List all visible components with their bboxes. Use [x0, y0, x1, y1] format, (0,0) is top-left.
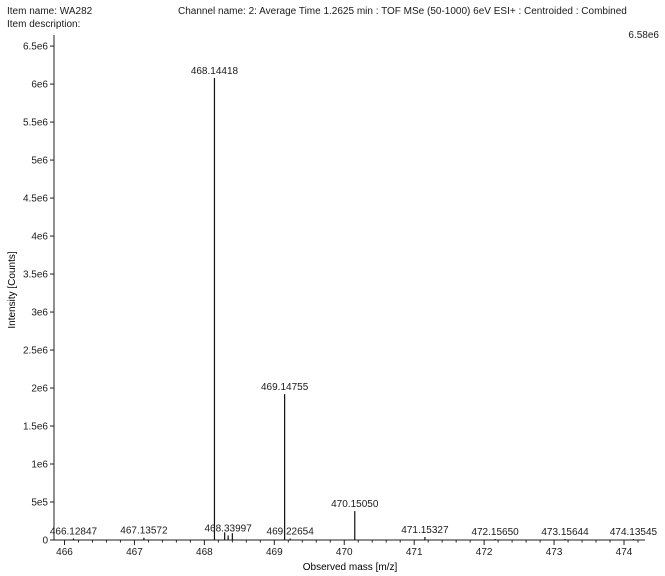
y-tick-label: 5e5	[31, 498, 48, 509]
peak-label: 468.33997	[205, 523, 253, 534]
x-axis: 466 467 468 469 470 471 472 473 474	[54, 540, 645, 558]
peak-label: 467.13572	[120, 526, 168, 537]
peak-series: 466.12847 467.13572 468.14418 468.33997 469.…	[50, 66, 658, 540]
y-tick-label: 2e6	[31, 384, 48, 395]
peak-label: 471.15327	[401, 525, 449, 536]
peak-label: 469.22654	[267, 526, 315, 537]
y-tick-label: 0	[42, 536, 48, 547]
x-tick-label: 473	[546, 547, 563, 558]
y-tick-label: 1e6	[31, 460, 48, 471]
y-tick-label: 6e6	[31, 80, 48, 91]
x-tick-label: 467	[126, 547, 143, 558]
x-tick-label: 472	[476, 547, 493, 558]
x-tick-label: 474	[616, 547, 633, 558]
x-axis-title: Observed mass [m/z]	[303, 562, 398, 573]
y-tick-label: 4e6	[31, 232, 48, 243]
peak-label: 469.14755	[261, 382, 309, 393]
x-tick-label: 469	[266, 547, 283, 558]
peak-label: 473.15644	[541, 527, 589, 538]
y-axis: 0 5e5 1e6 1.5e6 2e6 2.5e6 3e6 3.5e6 4e6 4.5e6 5e6 5…	[23, 35, 54, 547]
x-tick-label: 471	[406, 547, 423, 558]
y-tick-label: 4.5e6	[23, 194, 48, 205]
y-tick-label: 2.5e6	[23, 346, 48, 357]
y-tick-label: 3e6	[31, 308, 48, 319]
y-tick-label: 5.5e6	[23, 118, 48, 129]
peak-label: 468.14418	[191, 66, 239, 77]
peak-label: 466.12847	[50, 526, 98, 537]
x-tick-label: 466	[56, 547, 73, 558]
y-tick-label: 5e6	[31, 156, 48, 167]
x-tick-label: 468	[196, 547, 213, 558]
peak-label: 470.15050	[331, 499, 379, 510]
y-tick-label: 3.5e6	[23, 270, 48, 281]
y-axis-title: Intensity [Counts]	[7, 251, 18, 328]
y-tick-label: 6.5e6	[23, 42, 48, 53]
y-tick-label: 1.5e6	[23, 422, 48, 433]
peak-label: 472.15650	[471, 527, 519, 538]
peak-label: 474.13545	[610, 527, 658, 538]
x-tick-label: 470	[336, 547, 353, 558]
